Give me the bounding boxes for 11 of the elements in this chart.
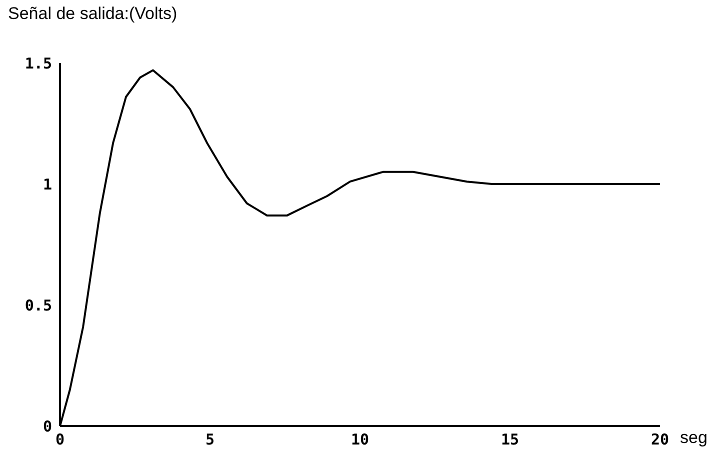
x-tick-label: 5 bbox=[205, 430, 215, 449]
y-tick-label: 0.5 bbox=[24, 296, 52, 314]
x-tick-label: 15 bbox=[500, 430, 520, 449]
y-tick-label: 1 bbox=[42, 175, 52, 194]
x-tick-label: 20 bbox=[650, 430, 670, 449]
y-tick-label: 1.5 bbox=[24, 54, 52, 72]
x-tick-label: 0 bbox=[55, 430, 65, 449]
chart-title: Señal de salida:(Volts) bbox=[8, 4, 178, 24]
x-tick-label: 10 bbox=[350, 430, 370, 449]
x-axis-title: seg bbox=[680, 428, 708, 448]
y-tick-label: 0 bbox=[42, 417, 52, 436]
